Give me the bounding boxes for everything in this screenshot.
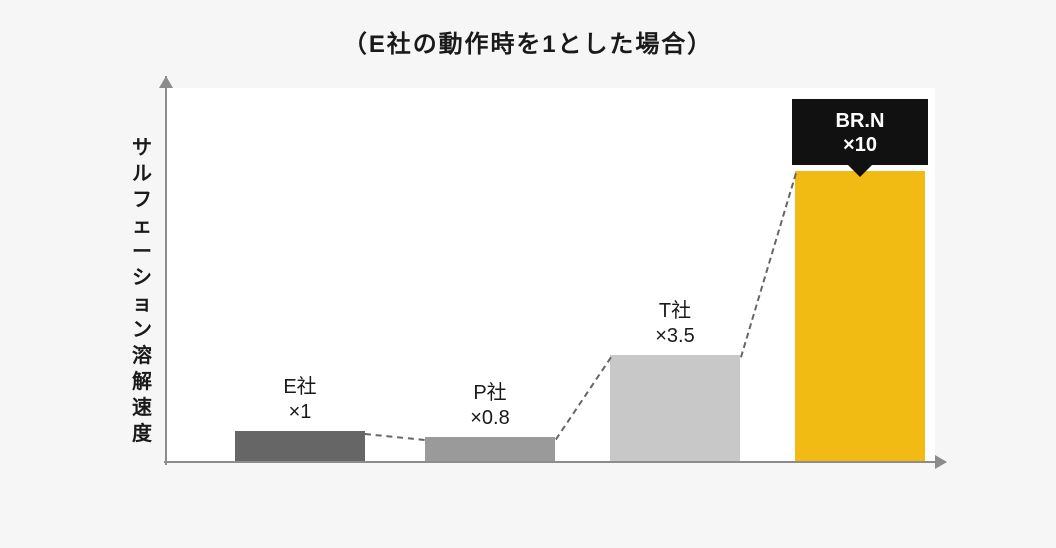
bar-T社 <box>610 355 740 461</box>
bar-flag-BR.N: BR.N×10 <box>792 99 928 165</box>
bar-BR.N <box>795 171 925 461</box>
x-axis-arrow-icon <box>935 455 947 469</box>
connector-dash <box>740 173 797 358</box>
bar-label-line2: ×3.5 <box>595 324 755 349</box>
connector-dash <box>365 433 425 441</box>
y-axis-arrow-icon <box>159 76 173 88</box>
chart-stage: （E社の動作時を1とした場合） サルフェーション溶解速度 E社×1 P社×0.8 T… <box>0 0 1056 548</box>
bar-flag-line1: BR.N <box>810 109 910 133</box>
bar-label-line1: E社 <box>220 375 380 400</box>
x-axis <box>164 461 946 463</box>
bar-label-line2: ×0.8 <box>410 406 570 431</box>
bar-label-T社: T社×3.5 <box>595 299 755 349</box>
chart-title: （E社の動作時を1とした場合） <box>0 24 1056 59</box>
bar-label-P社: P社×0.8 <box>410 381 570 431</box>
y-axis-label: サルフェーション溶解速度 <box>130 135 154 447</box>
bar-flag-line2: ×10 <box>810 133 910 157</box>
bar-E社 <box>235 431 365 461</box>
bar-label-line1: P社 <box>410 381 570 406</box>
bar-label-E社: E社×1 <box>220 375 380 425</box>
chevron-down-icon <box>848 165 872 177</box>
bar-label-line1: T社 <box>595 299 755 324</box>
bar-label-line2: ×1 <box>220 400 380 425</box>
bar-P社 <box>425 437 555 461</box>
plot-area: E社×1 P社×0.8 T社×3.5 BR.N×10 <box>165 88 935 463</box>
y-axis <box>165 76 167 465</box>
